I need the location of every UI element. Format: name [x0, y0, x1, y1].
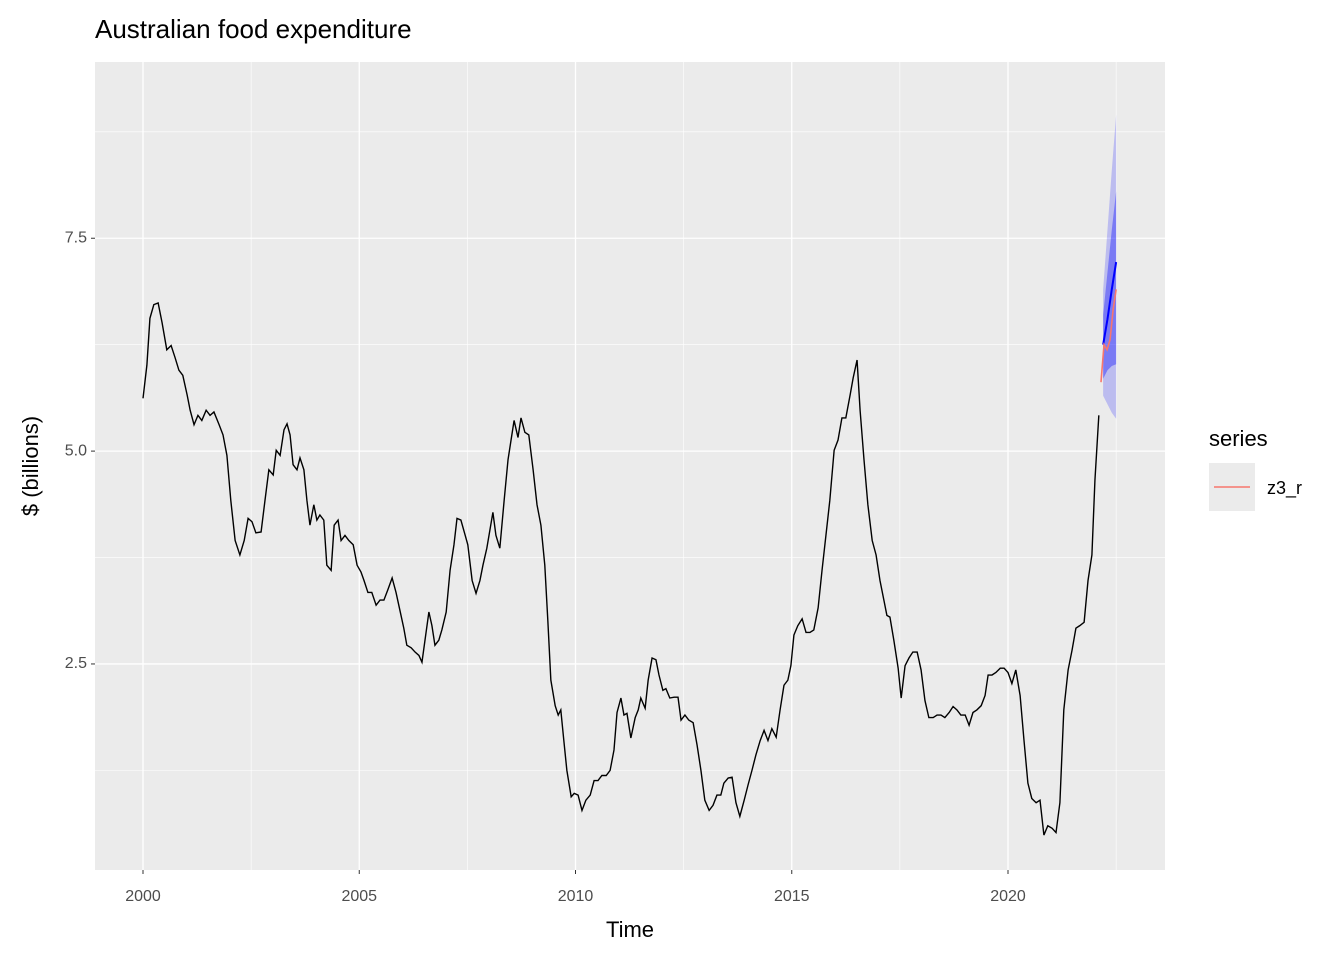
x-tick-label: 2010	[558, 888, 594, 905]
y-tick-label: 2.5	[65, 655, 87, 672]
line-series	[1100, 289, 1117, 383]
panel	[95, 62, 1165, 870]
x-axis-label: Time	[606, 917, 654, 942]
chart-title: Australian food expenditure	[95, 14, 412, 44]
x-tick-label: 2005	[341, 888, 377, 905]
legend-label: z3_r	[1267, 478, 1302, 499]
x-tick-label: 2020	[990, 888, 1026, 905]
y-axis-label: $ (billions)	[18, 416, 43, 516]
interval-95	[1103, 114, 1117, 419]
line-actual	[142, 301, 1100, 836]
y-tick-label: 5.0	[65, 442, 87, 459]
x-tick-label: 2000	[125, 888, 161, 905]
interval-80	[1103, 191, 1117, 379]
legend-title: series	[1209, 426, 1268, 451]
x-tick-label: 2015	[774, 888, 810, 905]
line-forecast	[1102, 261, 1118, 345]
y-tick-label: 7.5	[65, 229, 87, 246]
